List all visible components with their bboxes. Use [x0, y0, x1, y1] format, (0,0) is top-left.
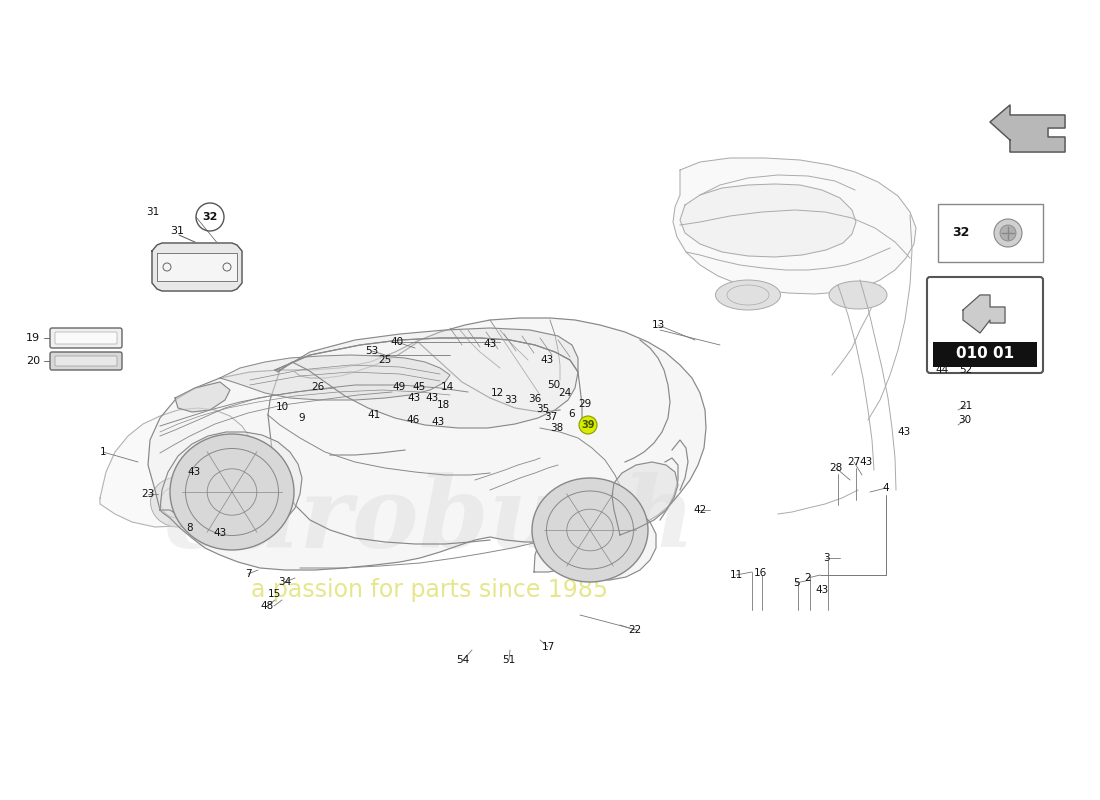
- Text: 35: 35: [537, 404, 550, 414]
- Text: 54: 54: [456, 655, 470, 665]
- Polygon shape: [148, 318, 706, 570]
- Text: 31: 31: [146, 207, 160, 217]
- Ellipse shape: [829, 281, 887, 309]
- Text: 18: 18: [437, 400, 450, 410]
- Polygon shape: [680, 184, 856, 257]
- Text: 16: 16: [754, 568, 767, 578]
- Text: 49: 49: [393, 382, 406, 392]
- Text: 4: 4: [882, 483, 889, 493]
- Text: 25: 25: [378, 355, 392, 365]
- Text: 43: 43: [859, 457, 872, 467]
- Text: 32: 32: [202, 212, 218, 222]
- Text: 38: 38: [550, 423, 563, 433]
- Text: 36: 36: [528, 394, 541, 404]
- Bar: [933, 342, 1037, 367]
- Text: 37: 37: [544, 412, 558, 422]
- FancyBboxPatch shape: [55, 332, 117, 344]
- FancyBboxPatch shape: [938, 204, 1043, 262]
- Text: 41: 41: [367, 410, 381, 420]
- Text: 010 01: 010 01: [956, 346, 1014, 362]
- Text: 31: 31: [170, 226, 184, 236]
- Circle shape: [579, 416, 597, 434]
- Ellipse shape: [170, 434, 294, 550]
- Text: 3: 3: [823, 553, 829, 563]
- Ellipse shape: [715, 280, 781, 310]
- Text: 5: 5: [793, 578, 800, 588]
- FancyBboxPatch shape: [927, 277, 1043, 373]
- Text: 15: 15: [267, 589, 280, 599]
- Text: 29: 29: [579, 399, 592, 409]
- FancyBboxPatch shape: [55, 356, 117, 366]
- Text: 1: 1: [100, 447, 107, 457]
- Polygon shape: [220, 355, 450, 400]
- Text: 24: 24: [559, 388, 572, 398]
- Text: 14: 14: [440, 382, 453, 392]
- Text: 6: 6: [569, 409, 575, 419]
- Polygon shape: [990, 105, 1065, 152]
- Circle shape: [994, 219, 1022, 247]
- Text: 23: 23: [142, 489, 155, 499]
- Text: 43: 43: [187, 467, 200, 477]
- Text: 43: 43: [815, 585, 828, 595]
- Text: 43: 43: [540, 355, 553, 365]
- Text: 52: 52: [959, 365, 972, 375]
- Text: 19: 19: [26, 333, 40, 343]
- Polygon shape: [534, 502, 656, 580]
- Text: 11: 11: [729, 570, 743, 580]
- Text: 43: 43: [407, 393, 420, 403]
- Polygon shape: [100, 408, 252, 527]
- Text: 7: 7: [244, 569, 251, 579]
- Text: 45: 45: [412, 382, 426, 392]
- Text: 48: 48: [261, 601, 274, 611]
- Text: 13: 13: [651, 320, 664, 330]
- Polygon shape: [275, 338, 578, 428]
- Polygon shape: [612, 462, 678, 535]
- Ellipse shape: [532, 478, 648, 582]
- Text: 22: 22: [628, 625, 641, 635]
- Text: 8: 8: [187, 523, 194, 533]
- Text: 33: 33: [505, 395, 518, 405]
- FancyBboxPatch shape: [50, 352, 122, 370]
- Polygon shape: [962, 295, 1005, 333]
- Text: 43: 43: [213, 528, 227, 538]
- Polygon shape: [152, 243, 242, 291]
- Ellipse shape: [151, 477, 206, 527]
- Circle shape: [1000, 225, 1016, 241]
- Polygon shape: [175, 382, 230, 412]
- Text: 2: 2: [805, 573, 812, 583]
- Text: 46: 46: [406, 415, 419, 425]
- Polygon shape: [275, 328, 578, 372]
- Text: 17: 17: [541, 642, 554, 652]
- Text: 28: 28: [829, 463, 843, 473]
- Text: 32: 32: [952, 226, 969, 239]
- Text: 34: 34: [278, 577, 292, 587]
- Text: 43: 43: [483, 339, 496, 349]
- Polygon shape: [160, 432, 302, 538]
- Text: 12: 12: [491, 388, 504, 398]
- Text: 44: 44: [935, 365, 948, 375]
- Text: 43: 43: [431, 417, 444, 427]
- Text: eurobuch: eurobuch: [164, 472, 696, 568]
- Text: 27: 27: [847, 457, 860, 467]
- Polygon shape: [673, 158, 916, 294]
- Text: 10: 10: [275, 402, 288, 412]
- Text: 21: 21: [959, 401, 972, 411]
- Text: a passion for parts since 1985: a passion for parts since 1985: [252, 578, 608, 602]
- Text: 40: 40: [390, 337, 404, 347]
- Polygon shape: [157, 253, 236, 281]
- Text: 50: 50: [548, 380, 561, 390]
- Text: 39: 39: [581, 420, 595, 430]
- Text: 26: 26: [311, 382, 324, 392]
- Text: 30: 30: [958, 415, 971, 425]
- Text: 9: 9: [299, 413, 306, 423]
- Text: 51: 51: [503, 655, 516, 665]
- FancyBboxPatch shape: [50, 328, 122, 348]
- Text: 43: 43: [898, 427, 911, 437]
- Text: 20: 20: [26, 356, 40, 366]
- Text: 43: 43: [426, 393, 439, 403]
- Text: 42: 42: [693, 505, 706, 515]
- Text: 53: 53: [365, 346, 378, 356]
